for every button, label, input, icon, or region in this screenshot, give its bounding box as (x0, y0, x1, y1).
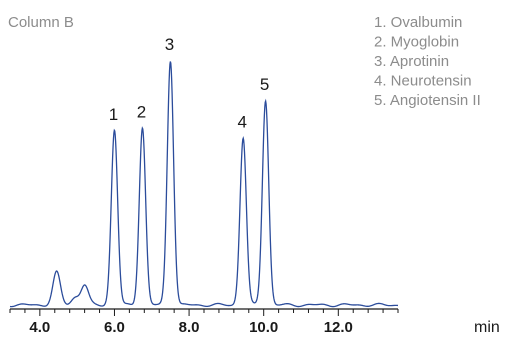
legend-entry: 1. Ovalbumin (374, 14, 462, 31)
plot-area (9, 61, 399, 308)
peak-label: 5 (260, 75, 269, 94)
x-tick-label: 6.0 (104, 319, 125, 336)
peak-labels: 1 2 3 45 (109, 35, 270, 132)
chromatogram-trace (9, 61, 399, 308)
legend-entry: 4. Neurotensin (374, 73, 472, 90)
chart-title: Column B (8, 14, 74, 31)
legend: 1. Ovalbumin 2. Myoglobin 3. Aprotinin 4. N… (374, 14, 481, 109)
peak-label: 3 (165, 35, 174, 54)
peak-label: 4 (237, 113, 246, 132)
x-tick-label: 4.0 (29, 319, 50, 336)
x-tick-label: 12.0 (324, 319, 353, 336)
legend-entry: 5. Angiotensin II (374, 92, 481, 109)
peak-label: 1 (109, 105, 118, 124)
legend-entry: 3. Aprotinin (374, 53, 449, 70)
x-tick-label: 10.0 (249, 319, 278, 336)
peak-label: 2 (137, 103, 146, 122)
x-axis: 4.0 6.0 8.0 10.0 12.0 (9, 308, 399, 336)
legend-entry: 2. Myoglobin (374, 34, 459, 51)
x-tick-label: 8.0 (179, 319, 200, 336)
x-axis-unit: min (474, 319, 500, 336)
